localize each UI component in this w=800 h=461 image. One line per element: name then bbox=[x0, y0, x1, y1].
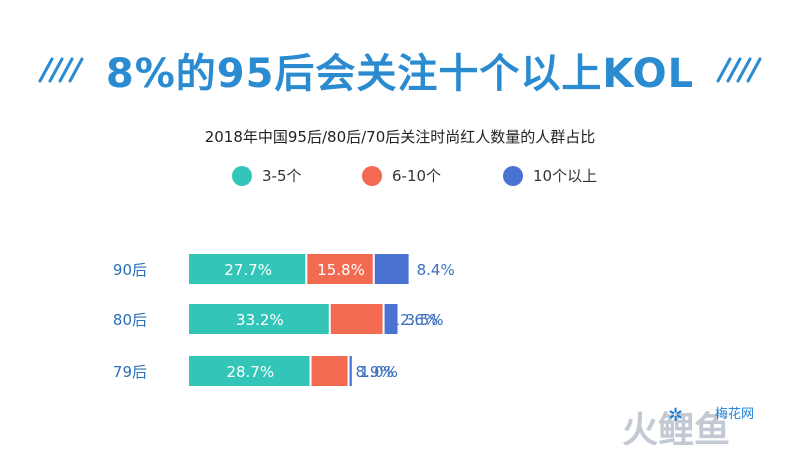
legend-item-series-2: 10个以上 bbox=[503, 165, 597, 186]
bar-label-0-series-1: 15.8% bbox=[317, 261, 365, 279]
legend-label-series-1: 6-10个 bbox=[392, 167, 442, 185]
category-label-2: 79后 bbox=[113, 363, 147, 381]
headline-text: 8%的95后会关注十个以上KOL bbox=[105, 51, 695, 97]
category-label-0: 90后 bbox=[113, 261, 147, 279]
flower-icon: ✲ bbox=[668, 405, 684, 425]
bar-1-series-0 bbox=[189, 304, 329, 334]
legend-item-series-1: 6-10个 bbox=[362, 165, 441, 186]
legend: 3-5个 6-10个 10个以上 bbox=[0, 165, 800, 195]
bar-1-series-2 bbox=[384, 304, 398, 334]
bar-label-1-series-0: 33.2% bbox=[236, 311, 284, 329]
bar-label-1-series-1: 12.6% bbox=[391, 311, 439, 329]
bar-2-series-0 bbox=[189, 356, 310, 386]
category-label-1: 80后 bbox=[113, 311, 147, 329]
legend-label-series-0: 3-5个 bbox=[262, 167, 302, 185]
bar-1-series-1 bbox=[330, 304, 383, 334]
watermark-brand: 火鲤鱼 bbox=[622, 410, 731, 451]
legend-swatch-series-1 bbox=[362, 165, 382, 186]
watermark-site: 梅花网 bbox=[714, 407, 754, 422]
bar-label-2-series-2: 1.0% bbox=[360, 363, 398, 381]
legend-swatch-series-0 bbox=[232, 165, 252, 186]
legend-label-series-2: 10个以上 bbox=[533, 167, 598, 185]
bar-label-2-series-0: 28.7% bbox=[226, 363, 274, 381]
bar-label-1-series-2: 3.5% bbox=[406, 311, 444, 329]
bar-0-series-0 bbox=[189, 254, 306, 284]
decor-slashes-left bbox=[38, 57, 84, 83]
bar-label-0-series-2: 8.4% bbox=[417, 261, 455, 279]
legend-swatch-series-2 bbox=[503, 165, 523, 186]
bar-label-0-series-0: 27.7% bbox=[224, 261, 272, 279]
decor-slashes-right bbox=[716, 57, 762, 83]
headline: 8%的95后会关注十个以上KOL bbox=[0, 40, 800, 100]
bar-label-2-series-1: 8.9% bbox=[356, 363, 394, 381]
bar-0-series-2 bbox=[374, 254, 409, 284]
legend-item-series-0: 3-5个 bbox=[232, 165, 302, 186]
bar-2-series-1 bbox=[311, 356, 348, 386]
bar-2-series-2 bbox=[349, 356, 352, 386]
watermark-logo: 火鲤鱼 ✲ 梅花网 bbox=[622, 403, 772, 453]
chart-title: 2018年中国95后/80后/70后关注时尚红人数量的人群占比 bbox=[204, 128, 596, 146]
bar-0-series-1 bbox=[307, 254, 373, 284]
